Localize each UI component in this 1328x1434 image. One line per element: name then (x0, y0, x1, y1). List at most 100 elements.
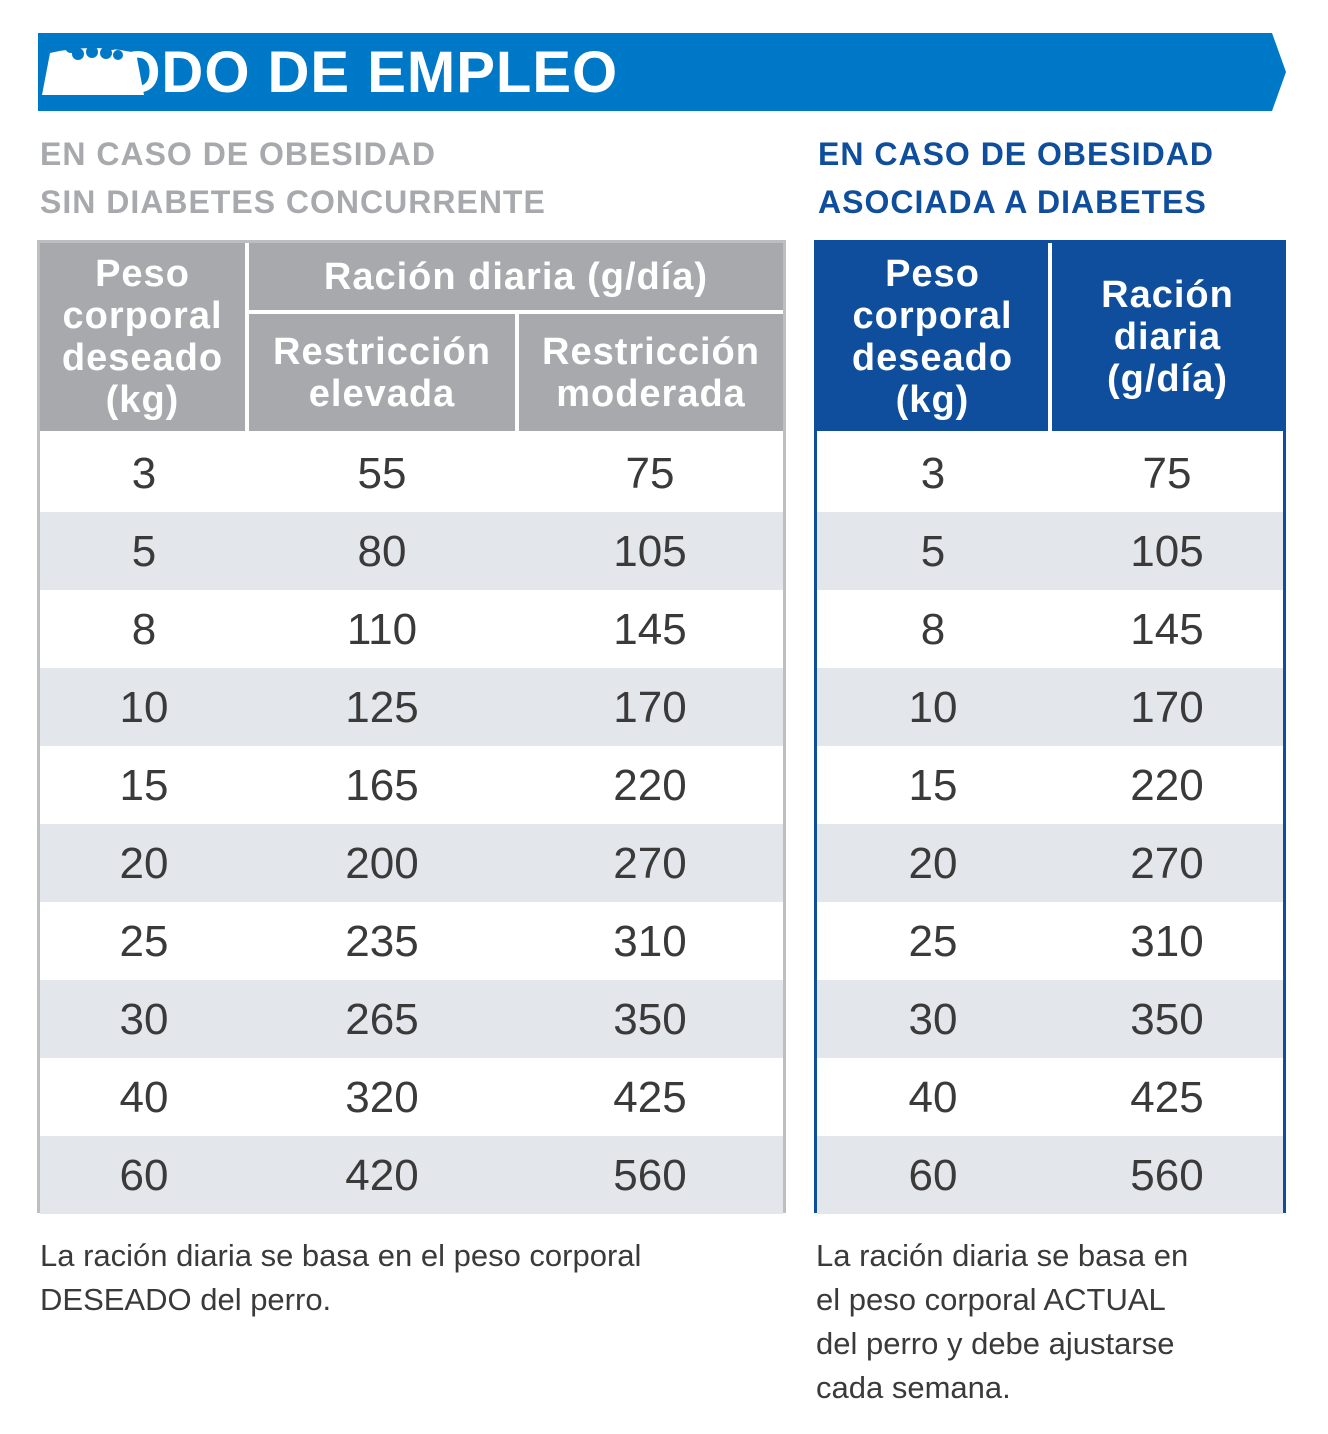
table-cell: 25 (908, 917, 958, 966)
right-header-weight-line: deseado (851, 337, 1014, 379)
table-row: 30 350 (817, 980, 1283, 1058)
left-header-weight-line: corporal (62, 295, 223, 337)
table-cell: 3 (131, 449, 157, 498)
right-header-weight: Peso corporal deseado (kg) (817, 243, 1048, 431)
table-row: 60 560 (817, 1136, 1283, 1214)
table-cell: 60 (908, 1151, 958, 1200)
page-title: MODO DE EMPLEO (66, 40, 619, 105)
table-cell: 235 (345, 917, 419, 966)
table-row: 30 265 350 (40, 980, 783, 1058)
left-header-moderate-restriction: Restricción moderada (519, 314, 783, 431)
table-cell: 20 (908, 839, 958, 888)
table-cell: 15 (908, 761, 958, 810)
table-row: 3 55 75 (40, 434, 783, 512)
table-cell: 8 (920, 605, 946, 654)
table-cell: 125 (345, 683, 419, 732)
table-cell: 425 (1130, 1073, 1204, 1122)
left-header-high-restriction: Restricción elevada (249, 314, 515, 431)
table-cell: 220 (613, 761, 687, 810)
table-row: 8 110 145 (40, 590, 783, 668)
right-header-ration-line: Ración (1101, 274, 1234, 316)
table-cell: 265 (345, 995, 419, 1044)
table-cell: 40 (119, 1073, 169, 1122)
table-row: 25 310 (817, 902, 1283, 980)
table-cell: 200 (345, 839, 419, 888)
left-header-weight-line: (kg) (105, 379, 180, 421)
table-cell: 110 (346, 605, 418, 654)
table-cell: 75 (625, 449, 675, 498)
table-row: 3 75 (817, 434, 1283, 512)
table-cell: 170 (613, 683, 687, 732)
table-row: 10 170 (817, 668, 1283, 746)
left-heading-line-1: EN CASO DE OBESIDAD (40, 136, 436, 172)
table-cell: 3 (920, 449, 946, 498)
table-cell: 270 (1130, 839, 1204, 888)
table-cell: 60 (119, 1151, 169, 1200)
table-cell: 145 (613, 605, 687, 654)
left-ration-table: Peso corporal deseado (kg) Ración diaria… (37, 240, 786, 1214)
table-cell: 105 (613, 527, 687, 576)
left-footnote-line: DESEADO del perro. (40, 1282, 332, 1317)
right-heading-line-2: ASOCIADA A DIABETES (818, 184, 1207, 220)
table-cell: 15 (119, 761, 169, 810)
table-cell: 75 (1142, 449, 1192, 498)
left-footnote-line: La ración diaria se basa en el peso corp… (40, 1238, 642, 1273)
table-cell: 55 (357, 449, 407, 498)
table-cell: 8 (131, 605, 157, 654)
table-cell: 30 (119, 995, 169, 1044)
table-row: 15 220 (817, 746, 1283, 824)
banner-shape (38, 33, 1286, 111)
title-banner: MODO DE EMPLEO (38, 33, 1286, 111)
table-cell: 310 (613, 917, 687, 966)
table-cell: 320 (345, 1073, 419, 1122)
table-row: 40 320 425 (40, 1058, 783, 1136)
table-cell: 20 (119, 839, 169, 888)
right-section-heading: EN CASO DE OBESIDAD ASOCIADA A DIABETES (818, 130, 1214, 226)
right-footnote-line: cada semana. (816, 1370, 1011, 1405)
right-ration-table: Peso corporal deseado (kg) Ración diaria… (814, 240, 1286, 1214)
left-header-high-line: Restricción (273, 330, 491, 373)
table-cell: 80 (357, 527, 407, 576)
left-header-weight-line: Peso (95, 253, 190, 295)
table-cell: 425 (613, 1073, 687, 1122)
table-cell: 560 (1130, 1151, 1204, 1200)
table-row: 5 105 (817, 512, 1283, 590)
table-cell: 350 (613, 995, 687, 1044)
table-cell: 420 (345, 1151, 419, 1200)
right-header-weight-line: Peso (885, 253, 980, 295)
table-row: 10 125 170 (40, 668, 783, 746)
left-heading-line-2: SIN DIABETES CONCURRENTE (40, 184, 546, 220)
left-header-moderate-line: moderada (556, 372, 746, 415)
table-cell: 5 (920, 527, 946, 576)
table-cell: 10 (119, 683, 169, 732)
table-cell: 170 (1130, 683, 1204, 732)
table-cell: 220 (1130, 761, 1204, 810)
left-header-weight: Peso corporal deseado (kg) (40, 243, 245, 431)
right-footnote-line: el peso corporal ACTUAL (816, 1282, 1166, 1317)
table-cell: 560 (613, 1151, 687, 1200)
table-row: 5 80 105 (40, 512, 783, 590)
left-section-heading: EN CASO DE OBESIDAD SIN DIABETES CONCURR… (40, 130, 546, 226)
table-cell: 30 (908, 995, 958, 1044)
table-cell: 5 (131, 527, 157, 576)
table-cell: 310 (1130, 917, 1204, 966)
right-footnote-line: del perro y debe ajustarse (816, 1326, 1175, 1361)
table-cell: 145 (1130, 605, 1204, 654)
table-cell: 270 (613, 839, 687, 888)
food-bowl-icon (42, 35, 144, 95)
left-header-weight-line: deseado (61, 337, 224, 379)
right-header-ration: Ración diaria (g/día) (1052, 243, 1283, 431)
table-row: 40 425 (817, 1058, 1283, 1136)
right-header-ration-line: diaria (1113, 316, 1222, 358)
right-header-ration-line: (g/día) (1107, 358, 1228, 400)
left-footnote: La ración diaria se basa en el peso corp… (40, 1234, 641, 1322)
table-cell: 350 (1130, 995, 1204, 1044)
table-row: 15 165 220 (40, 746, 783, 824)
table-row: 60 420 560 (40, 1136, 783, 1214)
right-footnote: La ración diaria se basa en el peso corp… (816, 1234, 1188, 1410)
table-cell: 25 (119, 917, 169, 966)
table-cell: 105 (1130, 527, 1204, 576)
left-header-ration: Ración diaria (g/día) (249, 243, 783, 310)
table-row: 25 235 310 (40, 902, 783, 980)
right-header-weight-line: corporal (852, 295, 1013, 337)
